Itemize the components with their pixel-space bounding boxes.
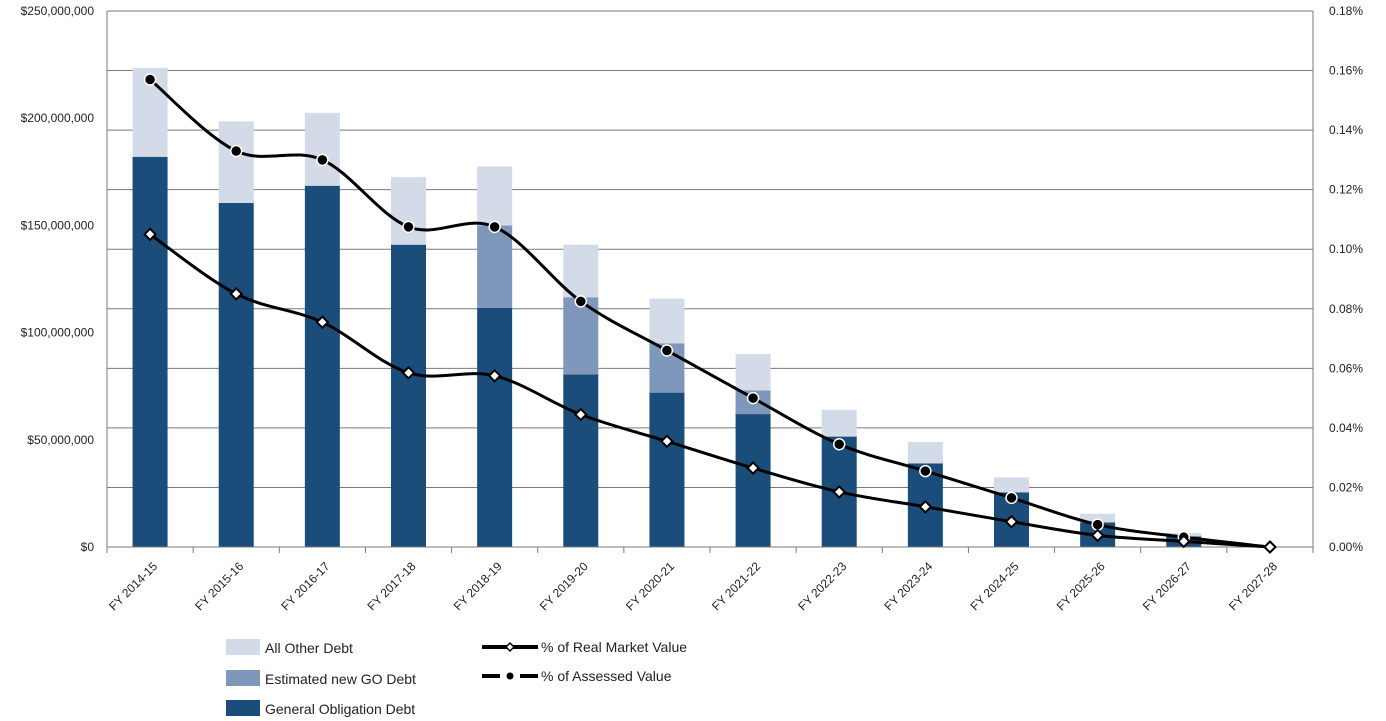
bar-all-other-debt bbox=[649, 298, 685, 344]
point-of-assessed-value bbox=[1090, 528, 1105, 543]
point-of-assessed-value bbox=[918, 499, 933, 514]
bar-all-other-debt bbox=[304, 112, 340, 186]
x-tick-label: FY 2017-18 bbox=[365, 559, 419, 613]
bar-general-obligation-debt bbox=[563, 374, 599, 547]
legend-marker-real-market-value bbox=[482, 641, 538, 653]
y-left-tick-label: $150,000,000 bbox=[21, 218, 95, 232]
x-tick-label: FY 2027-28 bbox=[1226, 559, 1280, 613]
x-tick-label: FY 2019-20 bbox=[537, 559, 591, 613]
legend-label-general-obligation-debt: General Obligation Debt bbox=[265, 701, 415, 717]
legend-label-real-market-value: % of Real Market Value bbox=[541, 639, 687, 655]
point-of-assessed-value bbox=[573, 407, 588, 422]
point-of-assessed-value bbox=[401, 365, 416, 380]
point-of-assessed-value bbox=[746, 461, 760, 476]
x-tick-label: FY 2026-27 bbox=[1140, 559, 1194, 613]
legend-label-assessed-value: % of Assessed Value bbox=[541, 668, 672, 684]
point-of-assessed-value bbox=[229, 286, 244, 301]
bar-all-other-debt bbox=[994, 477, 1029, 493]
legend-label-estimated-new-go-debt: Estimated new GO Debt bbox=[265, 671, 416, 687]
legend-marker-assessed-value bbox=[482, 672, 538, 680]
y-left-tick-label: $200,000,000 bbox=[21, 111, 95, 125]
bars bbox=[132, 67, 1202, 548]
point-of-real-market-value bbox=[832, 438, 846, 451]
y-right-tick-label: 0.06% bbox=[1329, 361, 1363, 375]
point-of-real-market-value bbox=[229, 144, 243, 158]
axes bbox=[106, 11, 1314, 553]
legend-swatch-general-obligation-debt bbox=[226, 700, 260, 716]
y-right-tick-label: 0.14% bbox=[1329, 123, 1363, 137]
x-tick-label: FY 2022-23 bbox=[795, 559, 849, 613]
point-of-assessed-value bbox=[1263, 540, 1277, 554]
point-of-real-market-value bbox=[574, 295, 588, 308]
y-right-tick-label: 0.18% bbox=[1329, 4, 1363, 18]
x-tick-label: FY 2014-15 bbox=[106, 559, 160, 613]
point-of-real-market-value bbox=[746, 391, 760, 405]
y-left-tick-label: $250,000,000 bbox=[21, 4, 95, 18]
legend: All Other Debt Estimated new GO Debt Gen… bbox=[226, 639, 687, 717]
y-right-tick-label: 0.16% bbox=[1329, 64, 1363, 78]
x-tick-label: FY 2021-22 bbox=[709, 559, 763, 613]
bar-all-other-debt bbox=[907, 441, 943, 464]
y-left-tick-label: $50,000,000 bbox=[27, 433, 94, 447]
x-tick-label: FY 2018-19 bbox=[451, 559, 505, 613]
bar-all-other-debt bbox=[1080, 513, 1116, 523]
bar-general-obligation-debt bbox=[132, 156, 168, 548]
point-of-real-market-value bbox=[488, 220, 501, 234]
y-right-tick-label: 0.04% bbox=[1329, 421, 1363, 435]
bar-all-other-debt bbox=[477, 166, 513, 226]
legend-swatch-estimated-new-go-debt bbox=[226, 670, 260, 686]
point-of-assessed-value bbox=[487, 368, 502, 383]
point-of-real-market-value bbox=[143, 73, 157, 86]
point-of-assessed-value bbox=[832, 484, 847, 499]
point-of-assessed-value bbox=[1176, 534, 1191, 549]
bar-general-obligation-debt bbox=[477, 307, 513, 547]
x-tick-label: FY 2025-26 bbox=[1054, 559, 1108, 613]
y-left-tick-label: $0 bbox=[81, 540, 95, 554]
y-right-tick-label: 0.02% bbox=[1329, 480, 1363, 494]
point-of-real-market-value bbox=[660, 344, 674, 357]
y-left-tick-label: $100,000,000 bbox=[21, 326, 95, 340]
point-of-assessed-value bbox=[660, 434, 674, 449]
point-of-real-market-value bbox=[316, 153, 329, 167]
bar-general-obligation-debt bbox=[304, 185, 340, 547]
line-series bbox=[143, 73, 1277, 554]
x-tick-label: FY 2023-24 bbox=[881, 559, 935, 613]
gridlines bbox=[107, 10, 1313, 488]
bar-general-obligation-debt bbox=[735, 414, 771, 547]
point-of-real-market-value bbox=[1005, 491, 1018, 505]
x-tick-label: FY 2016-17 bbox=[278, 559, 332, 613]
y-right-tick-label: 0.12% bbox=[1329, 183, 1363, 197]
bar-general-obligation-debt bbox=[649, 392, 685, 547]
point-of-real-market-value bbox=[919, 464, 932, 478]
bar-estimated-new-go-debt bbox=[477, 225, 513, 308]
bar-all-other-debt bbox=[218, 121, 254, 203]
point-of-assessed-value bbox=[1004, 514, 1019, 529]
bar-all-other-debt bbox=[391, 177, 426, 245]
y-right-tick-label: 0.08% bbox=[1329, 302, 1363, 316]
bar-all-other-debt bbox=[563, 244, 599, 298]
point-of-assessed-value bbox=[315, 315, 330, 330]
y-right-tick-label: 0.00% bbox=[1329, 540, 1363, 554]
x-tick-label: FY 2020-21 bbox=[623, 559, 677, 613]
point-of-real-market-value bbox=[402, 220, 415, 234]
legend-swatch-all-other-debt bbox=[226, 639, 260, 655]
bar-all-other-debt bbox=[735, 354, 771, 391]
bar-general-obligation-debt bbox=[391, 244, 426, 548]
x-tick-label: FY 2024-25 bbox=[968, 559, 1022, 613]
bar-all-other-debt bbox=[821, 409, 857, 437]
y-right-tick-label: 0.10% bbox=[1329, 242, 1363, 256]
x-tick-label: FY 2015-16 bbox=[192, 559, 246, 613]
point-of-assessed-value bbox=[143, 227, 157, 242]
legend-label-all-other-debt: All Other Debt bbox=[265, 640, 353, 656]
bar-general-obligation-debt bbox=[218, 202, 254, 547]
